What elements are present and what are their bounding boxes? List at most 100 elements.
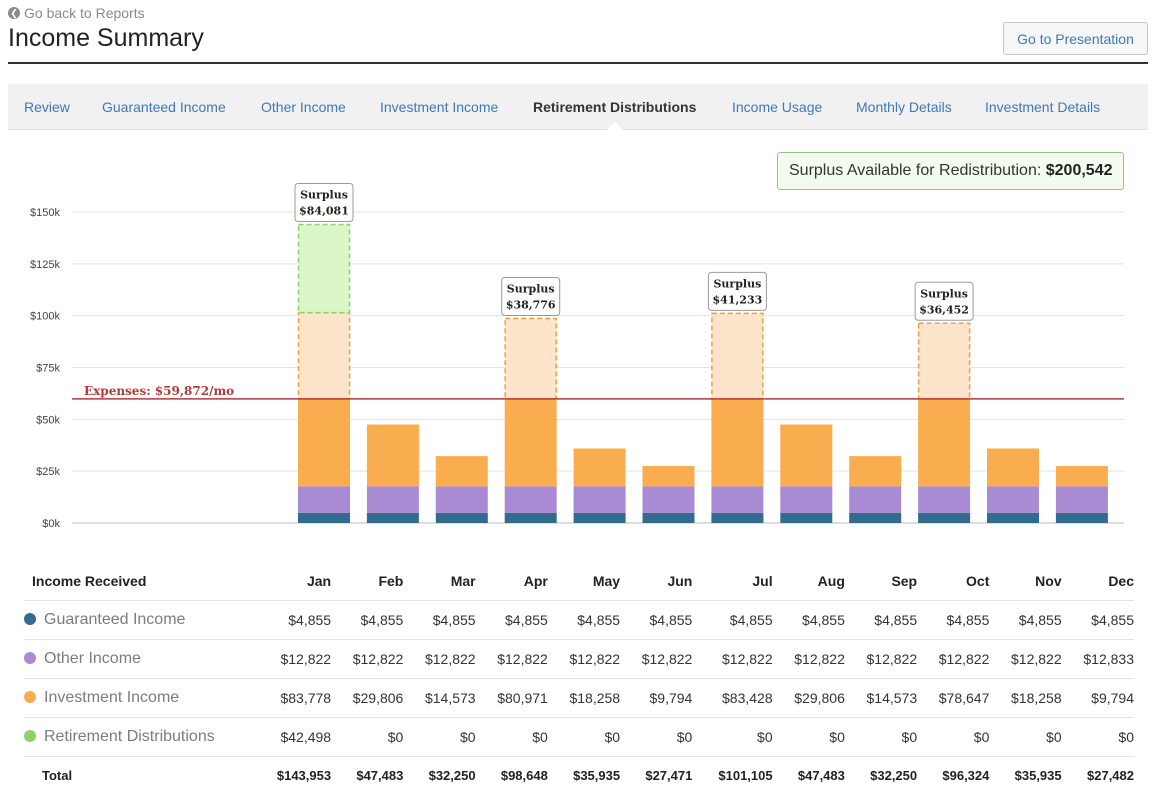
table-cell: $29,806 <box>331 677 404 717</box>
total-cell: $96,324 <box>917 755 990 788</box>
table-cell: $12,822 <box>547 638 621 678</box>
bar-segment-investment-income <box>918 398 971 487</box>
bar-segment-other-income <box>298 486 350 513</box>
table-cell: $12,822 <box>917 638 990 678</box>
table-cell: $0 <box>692 716 773 756</box>
header-month: Jul <box>752 572 773 589</box>
table-cell: $12,833 <box>1061 638 1134 678</box>
go-to-presentation-button[interactable]: Go to Presentation <box>1003 22 1148 55</box>
total-cell: $143,953 <box>264 755 332 788</box>
y-tick-label: $50k <box>36 414 60 426</box>
surplus-available-banner: Surplus Available for Redistribution: $2… <box>777 152 1124 190</box>
table-row: Investment Income $83,778 $29,806 $14,573 $8… <box>24 677 1134 717</box>
row-label: Retirement Distributions <box>24 716 265 756</box>
tab-investment-income[interactable]: Investment Income <box>380 99 499 115</box>
header-month: Feb <box>378 572 404 589</box>
bar-segment-other-income <box>711 486 764 513</box>
bar-segment-guaranteed-income <box>780 512 833 523</box>
surplus-callout-title: Surplus <box>920 287 968 300</box>
total-cell: $98,648 <box>475 755 548 788</box>
tab-review[interactable]: Review <box>24 99 70 115</box>
table-cell: $12,822 <box>989 638 1062 678</box>
legend-dot-icon <box>24 651 36 664</box>
bar-segment-guaranteed-income <box>987 512 1039 523</box>
row-label-text: Investment Income <box>44 688 180 706</box>
table-row: Guaranteed Income $4,855 $4,855 $4,855 $4,85… <box>24 599 1134 639</box>
table-cell: $12,822 <box>692 638 773 678</box>
header-month: Aug <box>817 572 845 589</box>
table-cell: $14,573 <box>844 677 918 717</box>
surplus-callout <box>914 281 974 321</box>
bar-segment-investment-income <box>780 424 833 487</box>
row-label-text: Other Income <box>44 649 141 667</box>
table-cell: $4,855 <box>331 599 404 639</box>
bar-segment-other-income <box>849 486 902 513</box>
table-cell: $4,855 <box>475 599 548 639</box>
tab-retirement-distributions[interactable]: Retirement Distributions <box>533 99 697 115</box>
table-cell: $9,794 <box>620 677 693 717</box>
bar-segment-other-income <box>504 486 557 513</box>
total-cell: $35,935 <box>989 755 1062 788</box>
bar-segment-guaranteed-income <box>849 512 902 523</box>
y-tick-label: $100k <box>30 311 60 323</box>
bar-segment-investment-income <box>366 424 419 487</box>
bar-segment-investment-income <box>298 398 350 487</box>
header-month: Oct <box>966 572 990 589</box>
surplus-callout-value: $41,233 <box>713 293 763 306</box>
bar-segment-other-income <box>1055 486 1108 513</box>
surplus-callout <box>707 271 767 311</box>
table-cell: $0 <box>547 716 621 756</box>
report-tabs: Review Guaranteed Income Other Income In… <box>8 84 1148 130</box>
y-tick-label: $25k <box>36 466 60 478</box>
page-title: Income Summary <box>8 24 204 52</box>
table-cell: $0 <box>1061 716 1134 756</box>
tab-guaranteed-income[interactable]: Guaranteed Income <box>102 99 226 115</box>
row-label: Investment Income <box>24 677 265 717</box>
bar-surplus-investment <box>297 311 351 400</box>
surplus-callout-title: Surplus <box>507 282 555 295</box>
row-label: Other Income <box>24 638 265 678</box>
surplus-callout <box>294 183 354 223</box>
tab-income-usage[interactable]: Income Usage <box>732 99 823 115</box>
bar-segment-guaranteed-income <box>504 512 557 523</box>
table-row: Other Income $12,822 $12,822 $12,822 $12,822… <box>24 638 1134 678</box>
surplus-callout-value: $84,081 <box>299 205 349 218</box>
tab-monthly-details[interactable]: Monthly Details <box>856 99 952 115</box>
table-cell: $83,428 <box>692 677 773 717</box>
table-cell: $4,855 <box>772 599 845 639</box>
bar-segment-guaranteed-income <box>435 512 488 523</box>
table-cell: $12,822 <box>772 638 845 678</box>
table-cell: $4,855 <box>1061 599 1134 639</box>
table-cell: $83,778 <box>264 677 332 717</box>
header-month: May <box>592 572 621 589</box>
back-to-reports-link[interactable]: ❮ Go back to Reports <box>8 5 145 21</box>
bar-surplus-investment <box>917 322 971 400</box>
table-cell: $9,794 <box>1061 677 1134 717</box>
total-cell: $47,483 <box>772 755 845 788</box>
header-income-received: Income Received <box>32 572 147 589</box>
legend-dot-icon <box>24 690 36 703</box>
table-cell: $4,855 <box>547 599 621 639</box>
table-cell: $4,855 <box>692 599 773 639</box>
y-tick-label: $75k <box>36 363 60 375</box>
tab-other-income[interactable]: Other Income <box>261 99 346 115</box>
table-cell: $0 <box>844 716 918 756</box>
table-cell: $42,498 <box>264 716 332 756</box>
bar-segment-investment-income <box>642 466 695 487</box>
table-cell: $0 <box>917 716 990 756</box>
chevron-left-circle-icon: ❮ <box>8 7 20 19</box>
table-cell: $4,855 <box>264 599 332 639</box>
table-cell: $4,855 <box>620 599 693 639</box>
header-month: Apr <box>523 572 548 589</box>
bar-segment-guaranteed-income <box>366 512 419 523</box>
bar-segment-investment-income <box>711 398 764 487</box>
bar-segment-other-income <box>987 486 1039 513</box>
table-cell: $29,806 <box>772 677 845 717</box>
income-chart: $0k $25k $50k $75k $100k $125k $150k Surplus $84… <box>30 183 1124 530</box>
income-received-table: Income Received Jan Feb Mar Apr May Jun … <box>24 562 1134 788</box>
bar-segment-guaranteed-income <box>642 512 695 523</box>
tab-investment-details[interactable]: Investment Details <box>985 99 1101 115</box>
surplus-callout-value: $36,452 <box>919 303 969 316</box>
bar-segment-investment-income <box>849 456 902 487</box>
